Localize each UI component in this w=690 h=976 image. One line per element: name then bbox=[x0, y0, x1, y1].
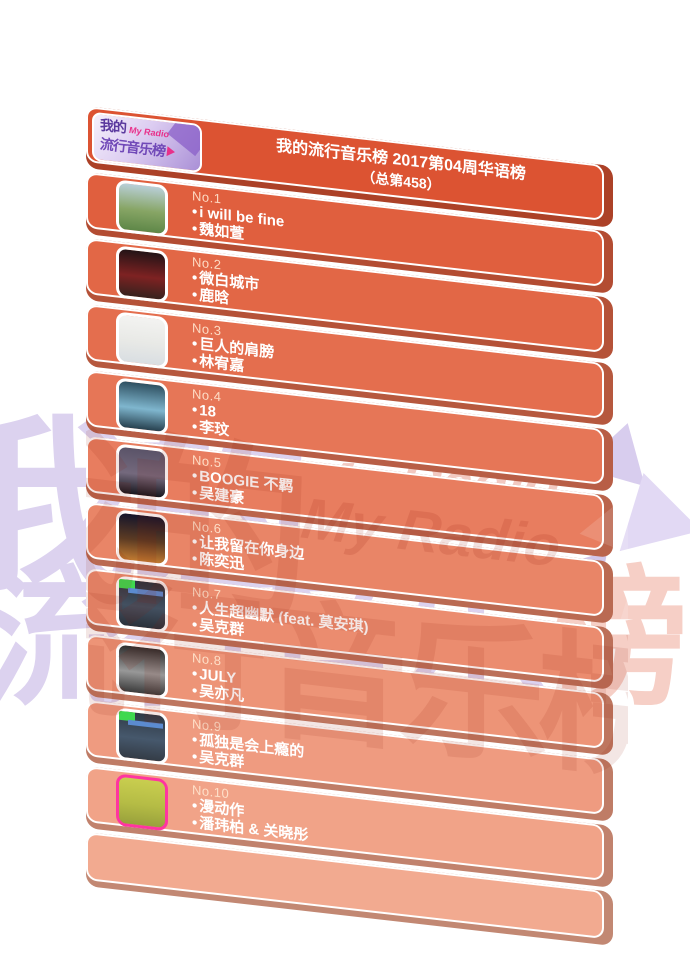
bullet: • bbox=[192, 550, 198, 568]
album-art-window-bar bbox=[128, 719, 163, 729]
bullet: • bbox=[192, 484, 198, 502]
logo-my-radio: My Radio bbox=[129, 124, 170, 140]
chart-panel: 我的 My Radio 流行音乐榜 我的流行音乐榜 2017第04周华语榜 （总第… bbox=[86, 106, 628, 960]
bullet: • bbox=[192, 533, 198, 551]
bullet: • bbox=[192, 599, 198, 617]
bullet: • bbox=[192, 665, 198, 683]
bullet: • bbox=[192, 731, 198, 749]
bullet: • bbox=[192, 616, 198, 634]
bullet: • bbox=[192, 814, 198, 832]
chart-rows: No.1 • i will be fine • 魏如萱 No.2 • 微白城市 • 鹿晗 bbox=[86, 172, 628, 890]
bullet: • bbox=[192, 203, 198, 221]
bullet: • bbox=[192, 418, 198, 436]
bullet: • bbox=[192, 467, 198, 485]
album-art bbox=[116, 509, 168, 568]
album-art bbox=[116, 179, 168, 238]
bullet: • bbox=[192, 682, 198, 700]
bullet: • bbox=[192, 352, 198, 370]
bullet: • bbox=[192, 748, 198, 766]
bullet: • bbox=[192, 401, 198, 419]
album-art bbox=[116, 773, 168, 832]
my-radio-logo: 我的 My Radio 流行音乐榜 bbox=[92, 111, 202, 174]
logo-arrow-icon bbox=[166, 146, 176, 158]
bullet: • bbox=[192, 797, 198, 815]
bullet: • bbox=[192, 220, 198, 238]
album-art bbox=[116, 443, 168, 502]
album-art bbox=[116, 641, 168, 700]
album-art bbox=[116, 311, 168, 370]
bullet: • bbox=[192, 269, 198, 287]
bullet: • bbox=[192, 335, 198, 353]
bullet: • bbox=[192, 286, 198, 304]
album-art-window-bar bbox=[128, 587, 163, 597]
album-art bbox=[116, 707, 168, 766]
album-art bbox=[116, 377, 168, 436]
album-art bbox=[116, 245, 168, 304]
logo-cjk-top: 我的 bbox=[100, 116, 126, 136]
album-art bbox=[116, 575, 168, 634]
